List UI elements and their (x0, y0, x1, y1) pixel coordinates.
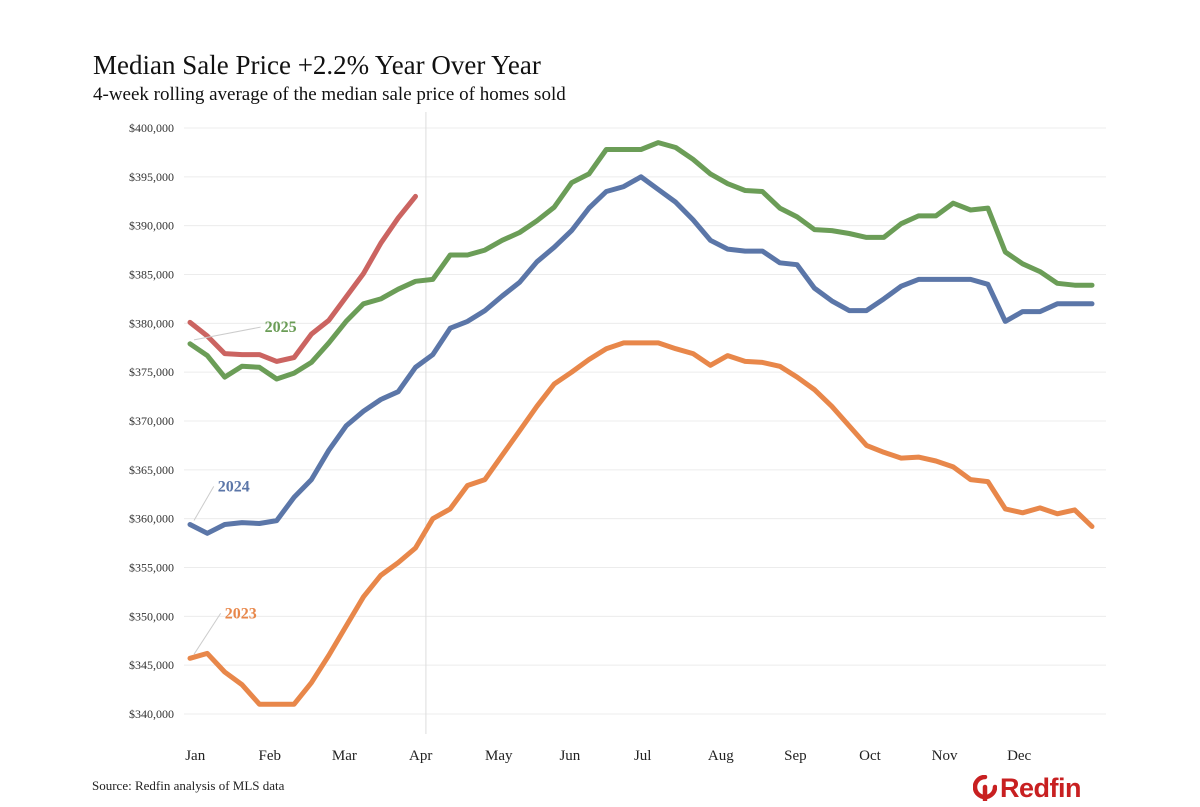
x-tick-label: Mar (332, 748, 357, 764)
series-label-2024: 2024 (218, 478, 250, 495)
x-tick-label: Oct (859, 748, 881, 764)
y-tick-label: $385,000 (129, 268, 174, 282)
x-axis: Jan Feb Mar Apr May Jun Jul Aug Sep Oct Nov Dec (185, 748, 1031, 764)
x-tick-label: Jun (559, 748, 580, 764)
x-tick-label: Jan (185, 748, 205, 764)
source-note: Source: Redfin analysis of MLS data (92, 778, 285, 793)
series-label-2023: 2023 (225, 605, 257, 622)
y-tick-label: $400,000 (129, 121, 174, 135)
y-tick-label: $355,000 (129, 561, 174, 575)
x-tick-label: Sep (784, 748, 807, 764)
series-label-2025: 2025 (265, 319, 297, 336)
chart-subtitle: 4-week rolling average of the median sal… (93, 84, 566, 105)
redfin-logo: Redfin (973, 772, 1082, 803)
gridlines (184, 127, 1106, 715)
x-tick-label: Nov (932, 748, 958, 764)
redfin-mark-icon (973, 775, 997, 801)
series-lines (187, 140, 1095, 707)
redfin-wordmark: Redfin (1000, 772, 1082, 803)
y-tick-label: $380,000 (129, 316, 174, 330)
y-tick-label: $365,000 (129, 463, 174, 477)
y-tick-label: $370,000 (129, 414, 174, 428)
series-label-leader (193, 613, 222, 655)
y-tick-label: $390,000 (129, 219, 174, 233)
y-tick-label: $340,000 (129, 707, 174, 721)
x-tick-label: Aug (708, 748, 734, 764)
series-labels: 2023 2024 2025 (193, 319, 297, 655)
y-tick-label: $360,000 (129, 512, 174, 526)
series-line-2025 (187, 140, 1095, 382)
series-line-2023 (187, 340, 1095, 707)
y-tick-label: $395,000 (129, 170, 174, 184)
y-axis: $340,000 $345,000 $350,000 $355,000 $360,000… (129, 121, 174, 721)
x-tick-label: Apr (409, 748, 432, 764)
x-tick-label: Jul (634, 748, 652, 764)
series-line-2025-ytd (187, 193, 418, 364)
x-tick-label: Dec (1007, 748, 1031, 764)
series-line-2024 (187, 174, 1095, 536)
chart-title: Median Sale Price +2.2% Year Over Year (93, 50, 541, 80)
y-tick-label: $350,000 (129, 609, 174, 623)
series-label-leader (193, 486, 215, 521)
y-tick-label: $375,000 (129, 365, 174, 379)
x-tick-label: May (485, 748, 513, 764)
x-tick-label: Feb (259, 748, 282, 764)
y-tick-label: $345,000 (129, 658, 174, 672)
series-label-leader (193, 326, 261, 341)
